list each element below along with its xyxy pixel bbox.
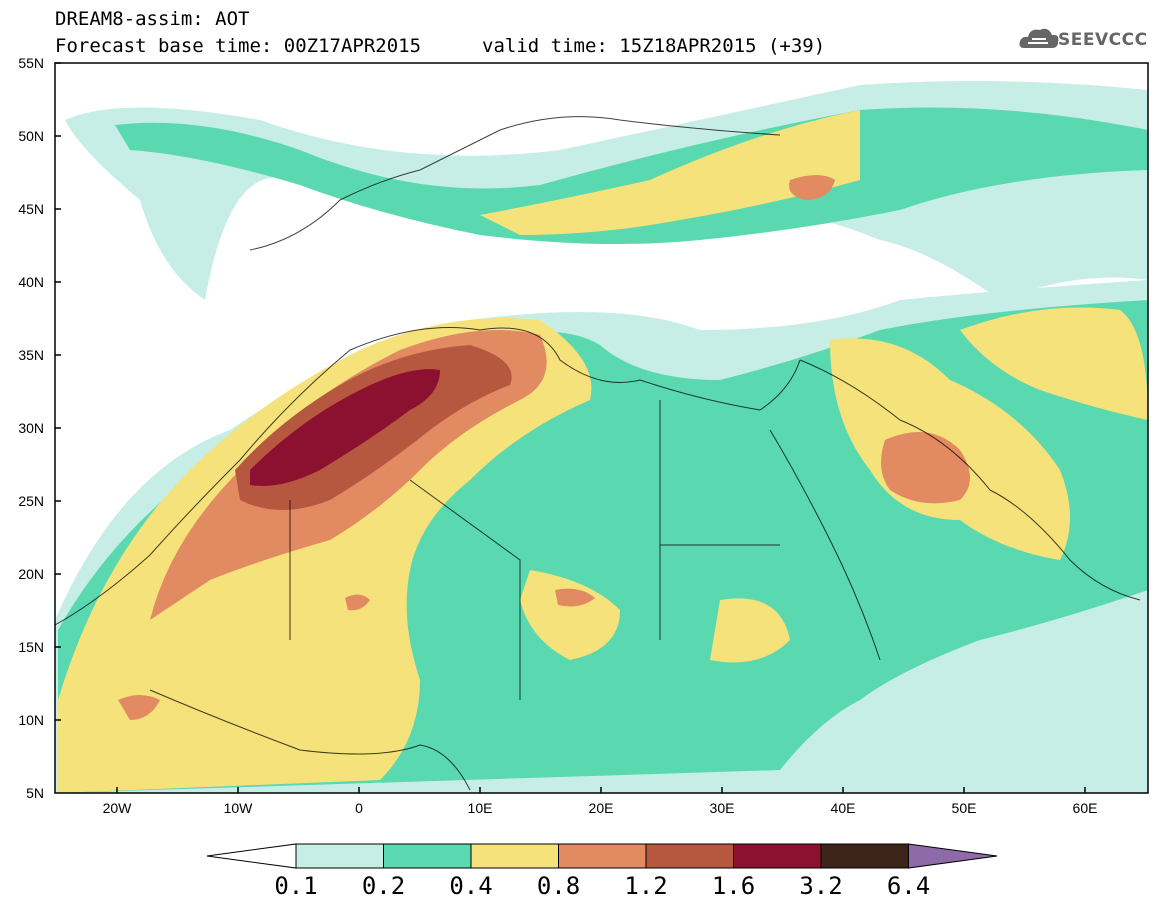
colorbar-low-arrow (206, 843, 297, 869)
valid-time: valid time: 15Z18APR2015 (+39) (482, 35, 826, 57)
colorbar-bin-1.2 (645, 843, 734, 869)
lon-label: 50E (951, 800, 977, 816)
lat-label: 35N (18, 347, 44, 363)
forecast-base-time: Forecast base time: 00Z17APR2015 (55, 35, 422, 57)
map-title: DREAM8-assim: AOT (55, 8, 250, 30)
colorbar-bin-3.2 (820, 843, 909, 869)
colorbar-label: 1.6 (711, 872, 756, 900)
lon-label: 0 (355, 800, 363, 816)
lon-label: 10W (223, 800, 253, 816)
aot-band-0.4-sahel (520, 570, 620, 660)
cloud-logo-icon (1019, 28, 1059, 48)
colorbar-high-arrow (908, 843, 998, 869)
colorbar-label: 6.4 (886, 872, 931, 900)
lat-label: 5N (26, 785, 44, 801)
colorbar (206, 843, 998, 869)
colorbar-label: 1.2 (624, 872, 668, 900)
colorbar-label: 0.8 (536, 872, 581, 900)
coastline-west-africa (55, 327, 801, 626)
lat-label: 50N (18, 128, 44, 144)
logo-text: SEEVCCC (1058, 30, 1148, 50)
lon-label: 20W (102, 800, 132, 816)
lat-label: 40N (18, 274, 44, 290)
colorbar-bin-0.8 (558, 843, 647, 869)
lon-label: 40E (830, 800, 856, 816)
aot-band-1.6-sahara (250, 369, 440, 486)
colorbar-bin-0.1 (295, 843, 384, 869)
lat-label: 45N (18, 201, 44, 217)
coastline-europe (249, 116, 781, 251)
aot-band-0.8-iraq (881, 432, 970, 504)
colorbar-label: 0.2 (361, 872, 406, 900)
lon-label: 30E (709, 800, 735, 816)
lat-label: 55N (18, 55, 44, 71)
aot-band-0.8-ukraine (789, 175, 835, 200)
colorbar-bin-0.4 (470, 843, 559, 869)
lon-label: 60E (1072, 800, 1098, 816)
coastline-red-sea (769, 429, 881, 661)
aot-band-0.8-chad (555, 588, 595, 607)
aot-band-0.4-sudan (710, 598, 790, 663)
colorbar-bin-0.2 (383, 843, 472, 869)
aot-band-0.8-guinea (118, 695, 160, 720)
lat-label: 20N (18, 566, 44, 582)
aot-band-0.2-north (115, 107, 1148, 244)
colorbar-label: 0.1 (274, 872, 318, 900)
lat-label: 25N (18, 493, 44, 509)
colorbar-label: 3.2 (799, 872, 843, 900)
coastline-gulf-guinea (149, 689, 471, 791)
lon-label: 20E (588, 800, 614, 816)
lon-label: 10E (467, 800, 493, 816)
lat-label: 10N (18, 712, 44, 728)
lat-label: 15N (18, 639, 44, 655)
aot-band-0.4-north (480, 110, 860, 235)
border-algeria-mali (289, 479, 521, 700)
border-egypt-libya (659, 400, 780, 640)
lat-label: 30N (18, 420, 44, 436)
colorbar-bin-1.6 (733, 843, 822, 869)
colorbar-label: 0.4 (449, 872, 493, 900)
coastline-arabia (799, 359, 1141, 601)
aot-band-0.8-mali (345, 594, 370, 611)
aot-band-0.4-iran (960, 307, 1148, 420)
